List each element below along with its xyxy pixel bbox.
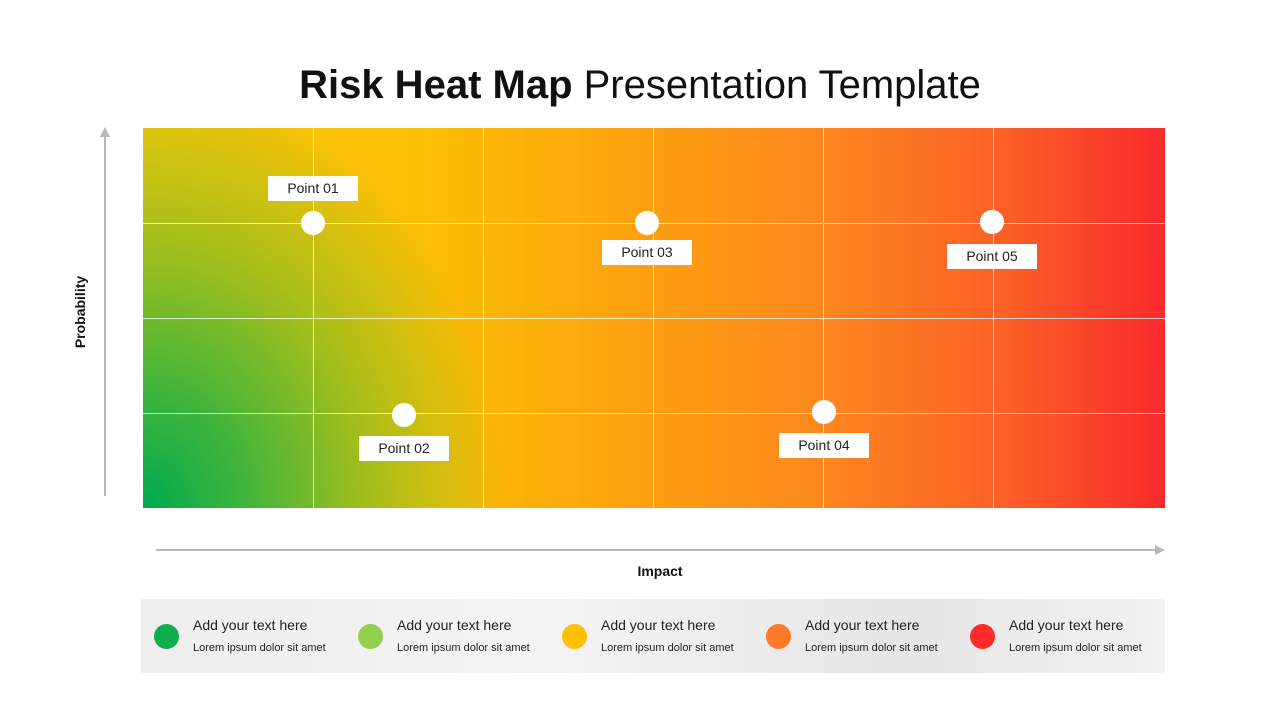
legend-item: Add your text here Lorem ipsum dolor sit… bbox=[766, 599, 966, 673]
point-02-marker[interactable] bbox=[392, 403, 416, 427]
heat-map: Point 01 Point 02 Point 03 Point 04 Poin… bbox=[143, 128, 1165, 508]
y-axis-label-text: Probability bbox=[72, 275, 88, 349]
point-01-label: Point 01 bbox=[268, 176, 358, 201]
title-light: Presentation Template bbox=[583, 63, 981, 107]
x-axis-line bbox=[156, 549, 1156, 551]
legend-title: Add your text here bbox=[397, 617, 512, 633]
legend-title: Add your text here bbox=[601, 617, 716, 633]
legend-item: Add your text here Lorem ipsum dolor sit… bbox=[562, 599, 762, 673]
legend-dot-red bbox=[970, 624, 995, 649]
point-03-marker[interactable] bbox=[635, 211, 659, 235]
point-05-label: Point 05 bbox=[947, 244, 1037, 269]
legend-dot-orange bbox=[766, 624, 791, 649]
legend-subtitle: Lorem ipsum dolor sit amet bbox=[601, 642, 734, 654]
legend-title: Add your text here bbox=[193, 617, 308, 633]
point-01-marker[interactable] bbox=[301, 211, 325, 235]
x-axis-label: Impact bbox=[637, 563, 683, 579]
legend-item: Add your text here Lorem ipsum dolor sit… bbox=[154, 599, 354, 673]
legend-subtitle: Lorem ipsum dolor sit amet bbox=[1009, 642, 1142, 654]
x-axis-arrow-icon bbox=[1155, 545, 1165, 555]
y-axis-arrow-icon bbox=[100, 127, 110, 137]
legend-dot-light-green bbox=[358, 624, 383, 649]
grid-line-horizontal bbox=[143, 318, 1165, 319]
legend-subtitle: Lorem ipsum dolor sit amet bbox=[805, 642, 938, 654]
point-03-label: Point 03 bbox=[602, 240, 692, 265]
grid-line-horizontal bbox=[143, 413, 1165, 414]
legend-item: Add your text here Lorem ipsum dolor sit… bbox=[970, 599, 1170, 673]
legend-title: Add your text here bbox=[805, 617, 920, 633]
point-04-label: Point 04 bbox=[779, 433, 869, 458]
legend-subtitle: Lorem ipsum dolor sit amet bbox=[193, 642, 326, 654]
legend-title: Add your text here bbox=[1009, 617, 1124, 633]
point-05-marker[interactable] bbox=[980, 210, 1004, 234]
title-bold: Risk Heat Map bbox=[299, 63, 573, 107]
y-axis-line bbox=[104, 136, 106, 496]
legend: Add your text here Lorem ipsum dolor sit… bbox=[141, 599, 1165, 673]
point-04-marker[interactable] bbox=[812, 400, 836, 424]
legend-item: Add your text here Lorem ipsum dolor sit… bbox=[358, 599, 558, 673]
legend-dot-yellow bbox=[562, 624, 587, 649]
legend-subtitle: Lorem ipsum dolor sit amet bbox=[397, 642, 530, 654]
legend-dot-green bbox=[154, 624, 179, 649]
page-title: Risk Heat Map Presentation Template bbox=[0, 60, 1280, 110]
point-02-label: Point 02 bbox=[359, 436, 449, 461]
